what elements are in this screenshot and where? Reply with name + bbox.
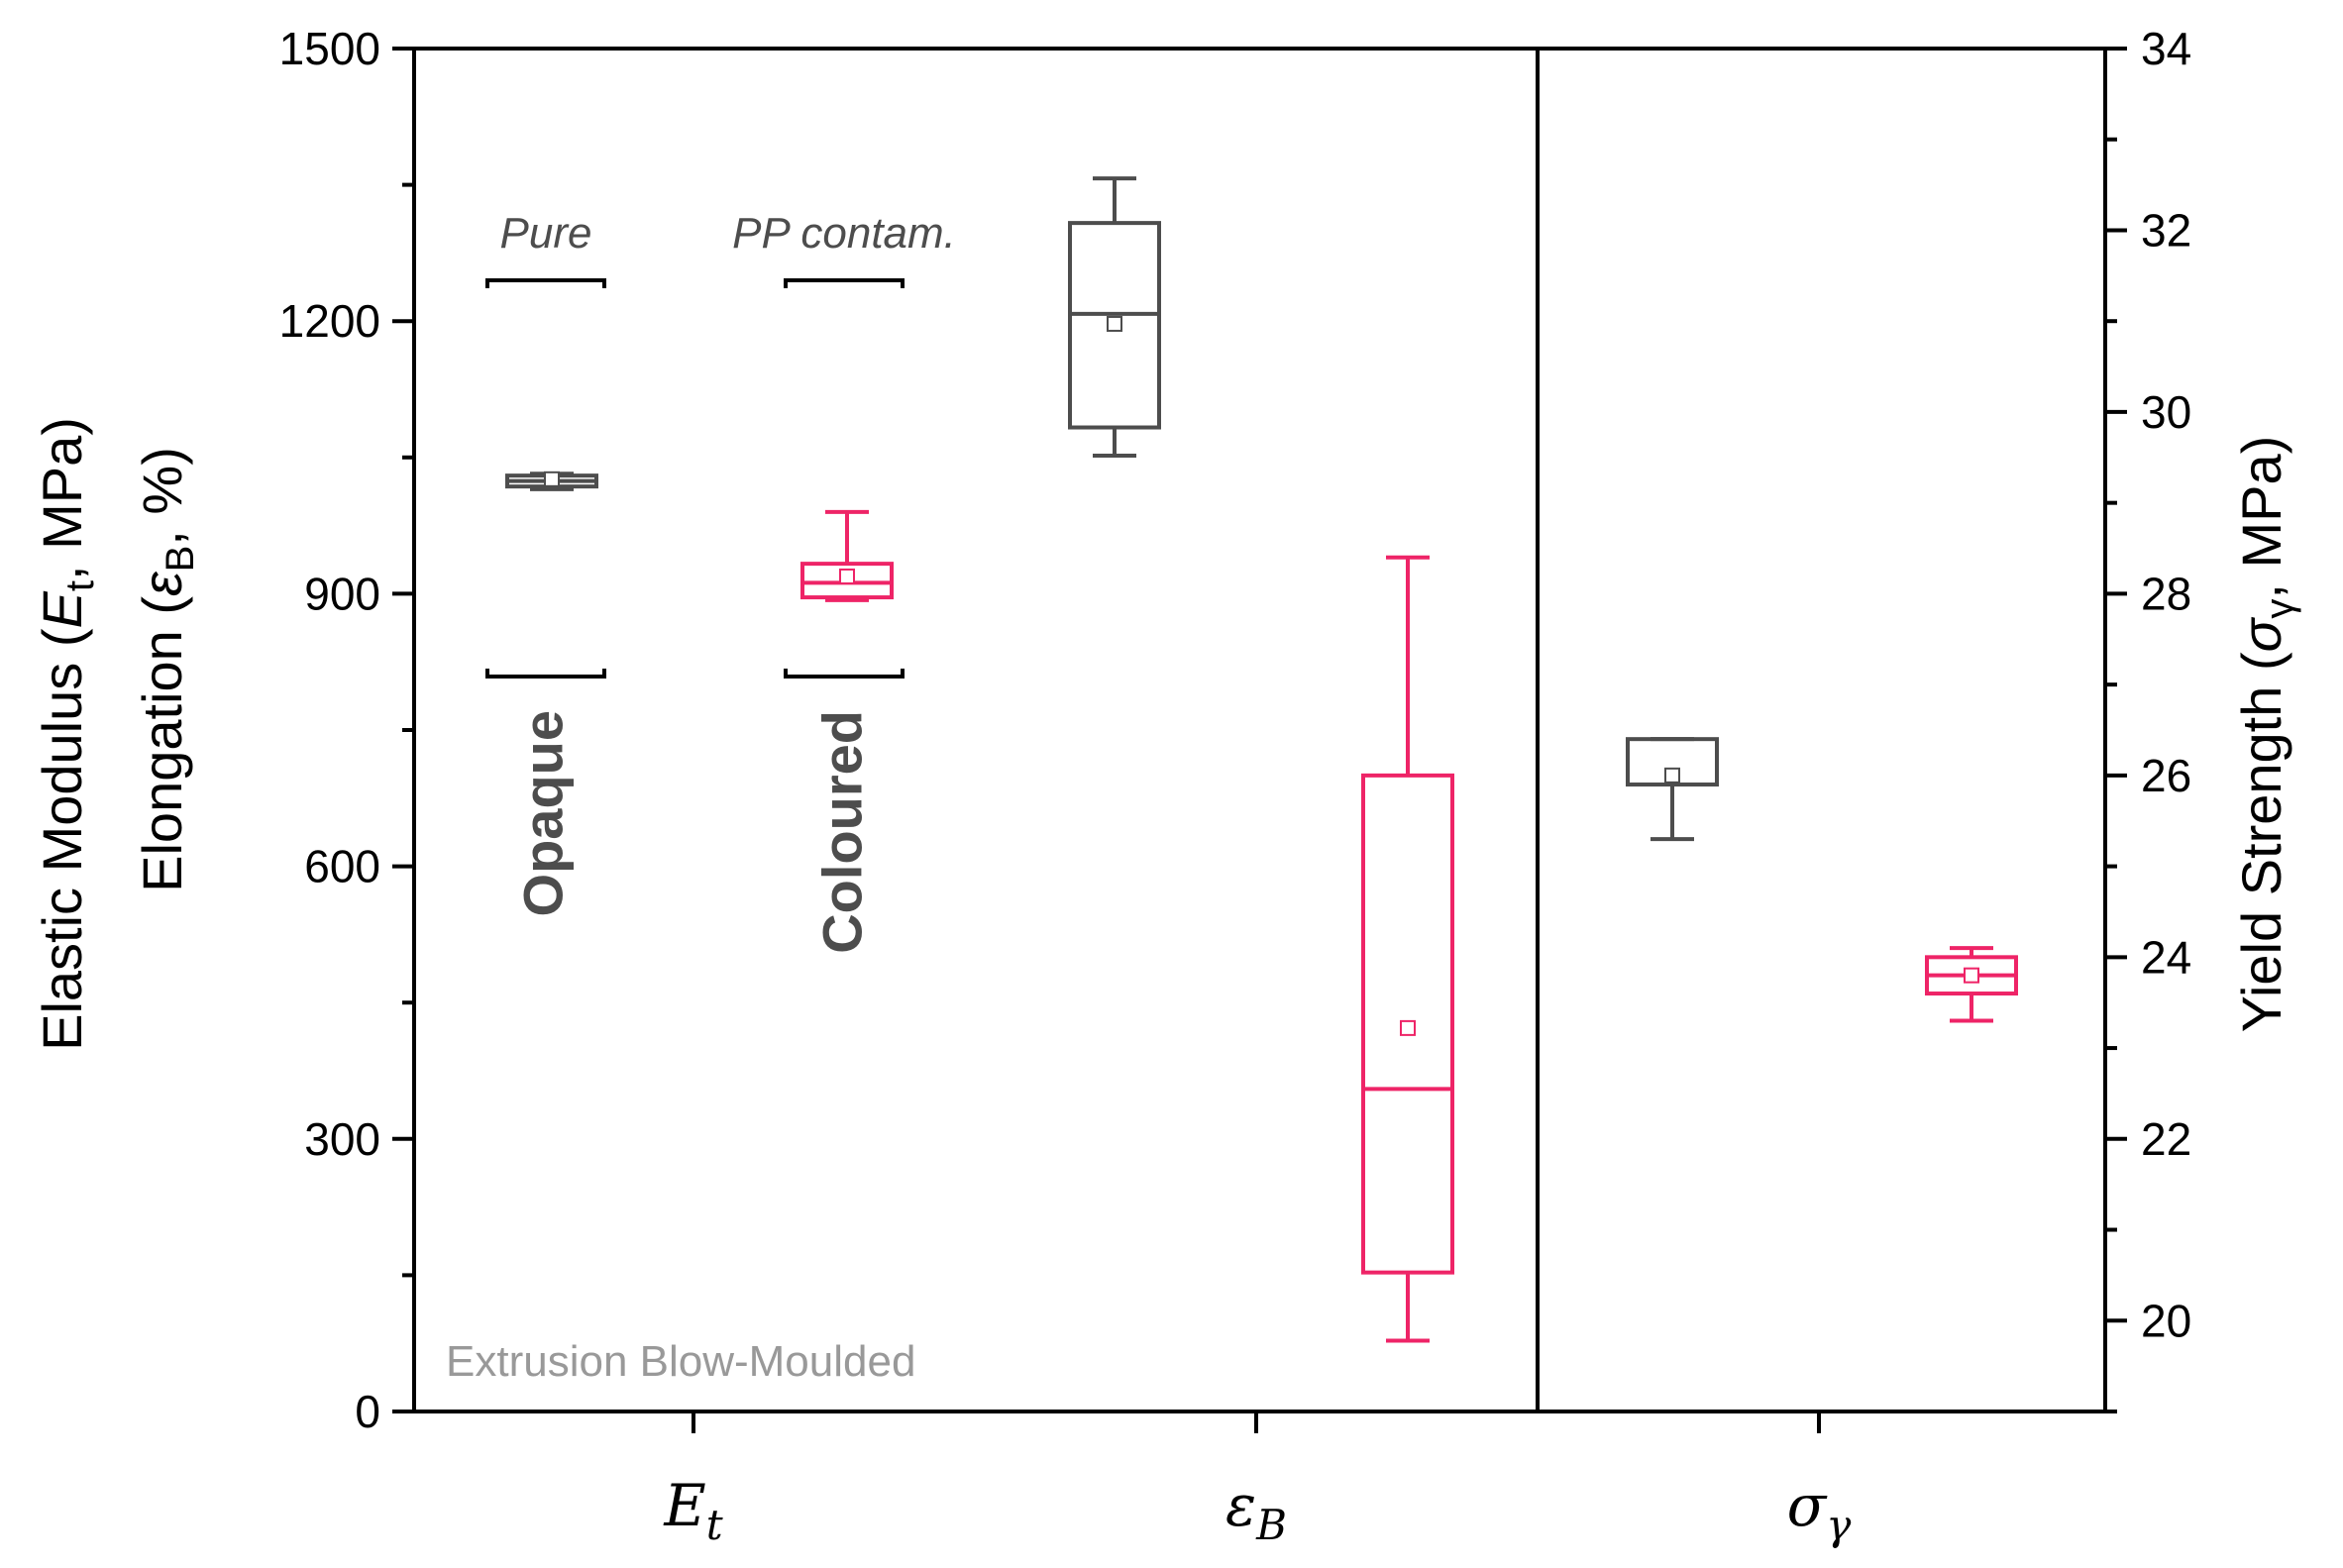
- iqr-box: [1361, 773, 1454, 1275]
- coloured-label: Coloured: [811, 710, 874, 954]
- right-tick-label: 30: [2141, 386, 2191, 438]
- x-tick-label-2: εB: [1225, 1472, 1287, 1549]
- coloured-bracket: [784, 669, 905, 679]
- process-label: Extrusion Blow-Moulded: [446, 1337, 915, 1386]
- right-tick-label: 28: [2141, 568, 2191, 619]
- box-6: [1925, 946, 2018, 1023]
- pp-contam-bracket: [784, 278, 905, 288]
- right-tick-label: 26: [2141, 750, 2191, 801]
- mean-marker: [1400, 1019, 1416, 1036]
- left-axis-title-elongation: Elongation (εB, %): [131, 447, 202, 892]
- right-tick-label: 24: [2141, 931, 2191, 983]
- right-tick-label: 22: [2141, 1113, 2191, 1165]
- bracket-line: [485, 669, 606, 679]
- x-tick-label-3: σγ: [1787, 1472, 1853, 1549]
- bracket-line: [485, 278, 606, 288]
- iqr-box: [1068, 221, 1161, 430]
- pure-label: Pure: [500, 209, 592, 258]
- mean-marker: [1964, 967, 1979, 984]
- plot-frame: [412, 47, 2107, 1413]
- iqr-box: [800, 562, 894, 600]
- box-2: [800, 509, 894, 602]
- left-tick-label: 600: [304, 841, 380, 892]
- left-tick-label: 1200: [279, 295, 380, 347]
- left-tick-label: 0: [355, 1386, 380, 1437]
- mean-marker: [544, 470, 560, 487]
- right-tick-label: 20: [2141, 1295, 2191, 1346]
- left-tick-label: 1500: [279, 23, 380, 74]
- pure-bracket: [485, 278, 606, 288]
- mean-marker: [1107, 315, 1122, 332]
- left-axis-title-modulus: Elastic Modulus (Et, MPa): [31, 417, 102, 1051]
- left-tick-label: 900: [304, 568, 380, 619]
- x-tick-label-1: Et: [663, 1472, 722, 1549]
- bracket-line: [784, 669, 905, 679]
- mean-marker: [839, 568, 855, 584]
- bracket-line: [784, 278, 905, 288]
- box-3: [1068, 176, 1161, 458]
- left-tick-label: 300: [304, 1113, 380, 1165]
- opaque-bracket: [485, 669, 606, 679]
- opaque-label: Opaque: [512, 710, 575, 916]
- box-5: [1626, 737, 1719, 842]
- mean-marker: [1664, 767, 1680, 784]
- box-4: [1361, 555, 1454, 1343]
- right-axis-title: Yield Strength (σγ, MPa): [2230, 436, 2301, 1033]
- pp-contam-label: PP contam.: [732, 209, 956, 258]
- right-tick-label: 34: [2141, 23, 2191, 74]
- box-1: [505, 470, 598, 491]
- right-tick-label: 32: [2141, 204, 2191, 256]
